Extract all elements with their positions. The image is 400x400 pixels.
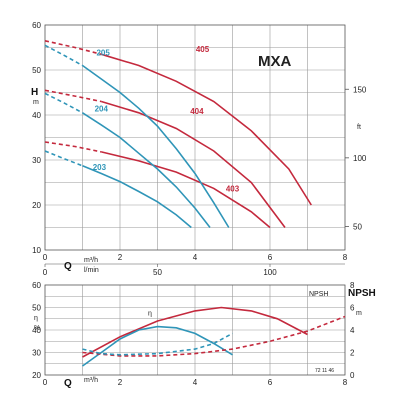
x-tick-label: 0 bbox=[43, 253, 48, 262]
x-tick-label: 2 bbox=[118, 253, 123, 262]
y-axis-label-eta: η bbox=[34, 315, 38, 322]
bottom-series-group: η bbox=[82, 306, 346, 367]
curve-203-label: 203 bbox=[93, 163, 107, 172]
y-axis-label-h: H bbox=[31, 87, 38, 98]
bottom-curve-1 bbox=[82, 325, 233, 367]
bottom-plot-frame bbox=[44, 284, 346, 376]
curve-403-dashed bbox=[44, 141, 102, 153]
y2-tick-label: 150 bbox=[353, 85, 367, 94]
y2-tick-label: 50 bbox=[353, 222, 362, 231]
y2-axis-label-npsh: NPSH bbox=[348, 288, 376, 299]
y-tick-label: 40 bbox=[32, 111, 41, 120]
bottom-grid bbox=[45, 285, 345, 375]
top-grid bbox=[45, 25, 345, 250]
bottom-y-tick-label: 30 bbox=[32, 349, 41, 358]
top-plot-frame bbox=[44, 24, 346, 251]
curve-404-dashed bbox=[44, 89, 102, 103]
x2-tick-label: 0 bbox=[43, 268, 48, 277]
bottom-y-tick-label: 50 bbox=[32, 304, 41, 313]
bottom-y2-tick-label: 4 bbox=[350, 326, 355, 335]
bottom-x-tick-label: 4 bbox=[193, 378, 198, 387]
bottom-y-tick-label: 60 bbox=[32, 281, 41, 290]
bottom-x-tick-label: 6 bbox=[268, 378, 273, 387]
curve-204-dashed bbox=[44, 92, 83, 114]
curve-405-label: 405 bbox=[196, 45, 210, 54]
bottom-y2-tick-label: 6 bbox=[350, 304, 355, 313]
eta-curve-label: η bbox=[148, 310, 152, 317]
y-tick-label: 10 bbox=[32, 246, 41, 255]
y-axis-unit-percent: % bbox=[34, 325, 40, 332]
x2-tick-label: 50 bbox=[153, 268, 162, 277]
x-tick-label: 8 bbox=[343, 253, 348, 262]
curve-404-line bbox=[101, 100, 286, 228]
bottom-y2-tick-label: 0 bbox=[350, 371, 355, 380]
curve-404-label: 404 bbox=[190, 107, 204, 116]
curve-205-line bbox=[82, 64, 230, 228]
bottom-x-axis-label-q: Q bbox=[64, 378, 72, 389]
bottom-x-tick-label: 0 bbox=[43, 378, 48, 387]
curve-204-line bbox=[82, 112, 211, 228]
curve-205-dashed bbox=[44, 44, 83, 67]
x-tick-label: 4 bbox=[193, 253, 198, 262]
curve-403-line bbox=[101, 151, 271, 229]
bottom-y-tick-label: 20 bbox=[32, 371, 41, 380]
drawing-code: 72 11 46 bbox=[315, 368, 334, 374]
y-tick-label: 20 bbox=[32, 201, 41, 210]
curve-204-label: 204 bbox=[95, 104, 109, 113]
bottom-curve-2 bbox=[82, 315, 346, 357]
bottom-y-tick-label: 40 bbox=[32, 326, 41, 335]
bottom-curve-0 bbox=[82, 306, 308, 358]
y-tick-label: 30 bbox=[32, 156, 41, 165]
bottom-x-axis-unit-m3h: m³/h bbox=[84, 377, 98, 384]
curve-405-dashed bbox=[44, 40, 102, 56]
bottom-x-tick-label: 8 bbox=[343, 378, 348, 387]
curve-203-line bbox=[82, 165, 192, 229]
y2-axis-label-ft: ft bbox=[357, 124, 361, 131]
y2-axis-unit-m: m bbox=[356, 310, 362, 317]
x-axis-unit-m3h: m³/h bbox=[84, 257, 98, 264]
x2-tick-label: 100 bbox=[263, 268, 277, 277]
x-tick-label: 6 bbox=[268, 253, 273, 262]
y2-tick-label: 100 bbox=[353, 154, 367, 163]
y-axis-unit-m: m bbox=[33, 99, 39, 106]
top-ticks: 10 20 30 40 50 60 0 2 4 6 8 50 100 150 0 50 100 bbox=[32, 21, 367, 277]
bottom-y2-tick-label: 8 bbox=[350, 281, 355, 290]
x-axis-unit-lmin: l/min bbox=[84, 267, 99, 274]
bottom-x-tick-label: 2 bbox=[118, 378, 123, 387]
bottom-y2-tick-label: 2 bbox=[350, 349, 355, 358]
curve-403-label: 403 bbox=[226, 185, 240, 194]
npsh-legend-label: NPSH bbox=[309, 291, 328, 298]
curve-405-line bbox=[101, 53, 312, 206]
y-tick-label: 60 bbox=[32, 21, 41, 30]
y-tick-label: 50 bbox=[32, 66, 41, 75]
chart-title: MXA bbox=[258, 53, 292, 70]
curve-203-dashed bbox=[44, 150, 83, 167]
x-axis-label-q: Q bbox=[64, 261, 72, 272]
top-series-group: 405 404 403 205 204 203 bbox=[44, 40, 312, 229]
curve-205-label: 205 bbox=[96, 49, 110, 58]
